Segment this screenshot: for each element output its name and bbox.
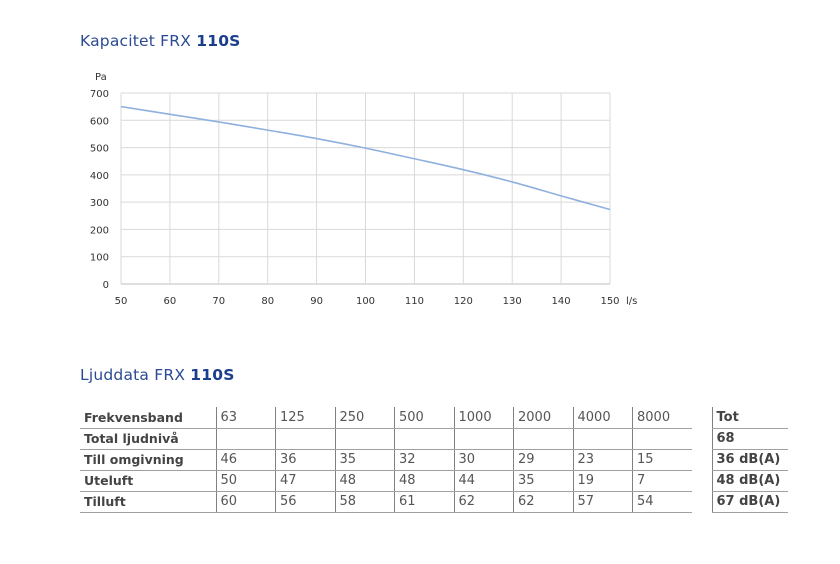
sound-title: Ljuddata FRX 110S <box>80 366 235 384</box>
row-label: Uteluft <box>80 470 216 492</box>
table-gap <box>692 428 712 449</box>
table-cell: 36 <box>275 449 335 471</box>
freq-header: 1000 <box>453 407 514 429</box>
row-total: 68 <box>711 428 788 450</box>
table-cell: 48 <box>394 470 454 492</box>
table-row: Total ljudnivå 68 <box>80 428 788 450</box>
freq-header: 250 <box>334 407 395 429</box>
table-cell: 60 <box>215 491 276 513</box>
table-gap <box>692 449 712 470</box>
frequency-band-header: Frekvensband <box>80 407 216 429</box>
table-cell: 35 <box>334 449 395 471</box>
y-tick-label: 500 <box>90 144 109 155</box>
table-cell <box>513 428 573 450</box>
table-gap <box>692 470 712 491</box>
x-tick-label: 60 <box>164 296 177 307</box>
row-label: Tilluft <box>80 491 216 513</box>
y-tick-label: 300 <box>90 198 109 209</box>
y-tick-label: 700 <box>90 89 109 100</box>
table-cell <box>334 428 395 450</box>
freq-header: 2000 <box>513 407 573 429</box>
table-cell: 57 <box>572 491 633 513</box>
x-tick-label: 50 <box>115 296 128 307</box>
table-row: Tilluft 60 56 58 61 62 62 57 54 67 dB(A) <box>80 491 788 513</box>
y-tick-label: 100 <box>90 253 109 264</box>
table-cell: 54 <box>632 491 692 513</box>
table-cell <box>215 428 276 450</box>
sound-title-model: 110S <box>190 366 235 384</box>
table-cell: 19 <box>572 470 633 492</box>
freq-header: 500 <box>394 407 454 429</box>
y-axis-label: Pa <box>95 72 107 83</box>
table-cell <box>394 428 454 450</box>
table-cell: 7 <box>632 470 692 492</box>
table-cell <box>453 428 514 450</box>
x-tick-label: 150 <box>600 296 619 307</box>
x-axis-label: l/s <box>626 296 637 307</box>
y-tick-label: 0 <box>103 280 109 291</box>
table-gap <box>692 491 712 512</box>
row-total: 36 dB(A) <box>711 449 788 471</box>
table-cell: 32 <box>394 449 454 471</box>
capacity-title: Kapacitet FRX 110S <box>80 32 241 50</box>
table-gap <box>692 407 712 428</box>
x-tick-label: 140 <box>552 296 571 307</box>
freq-header: 4000 <box>572 407 633 429</box>
x-tick-label: 110 <box>405 296 424 307</box>
table-cell: 48 <box>334 470 395 492</box>
y-tick-label: 400 <box>90 171 109 182</box>
table-cell <box>632 428 692 450</box>
x-tick-label: 120 <box>454 296 473 307</box>
table-cell: 35 <box>513 470 573 492</box>
table-cell <box>572 428 633 450</box>
freq-header: 63 <box>215 407 276 429</box>
capacity-chart: 0 100 200 300 400 500 600 700 50 60 70 80 90 100 110 12… <box>90 72 637 307</box>
freq-header: 125 <box>275 407 335 429</box>
table-cell: 15 <box>632 449 692 471</box>
table-cell: 58 <box>334 491 395 513</box>
x-tick-label: 70 <box>212 296 225 307</box>
row-label: Till omgivning <box>80 449 216 471</box>
table-cell: 56 <box>275 491 335 513</box>
table-row: Uteluft 50 47 48 48 44 35 19 7 48 dB(A) <box>80 470 788 492</box>
table-cell: 62 <box>513 491 573 513</box>
x-tick-label: 130 <box>503 296 522 307</box>
table-cell: 50 <box>215 470 276 492</box>
y-tick-label: 600 <box>90 116 109 127</box>
row-label: Total ljudnivå <box>80 428 216 450</box>
table-cell: 46 <box>215 449 276 471</box>
total-header: Tot <box>711 407 788 429</box>
table-header-row: Frekvensband 63 125 250 500 1000 2000 40… <box>80 407 788 429</box>
table-cell: 62 <box>453 491 514 513</box>
sound-title-prefix: Ljuddata FRX <box>80 366 191 384</box>
freq-header: 8000 <box>632 407 692 429</box>
sound-data-table: Frekvensband 63 125 250 500 1000 2000 40… <box>80 407 788 513</box>
capacity-title-prefix: Kapacitet FRX <box>80 32 197 50</box>
table-cell: 61 <box>394 491 454 513</box>
table-row: Till omgivning 46 36 35 32 30 29 23 15 3… <box>80 449 788 471</box>
y-tick-label: 200 <box>90 225 109 236</box>
capacity-title-model: 110S <box>196 32 241 50</box>
x-tick-label: 90 <box>310 296 323 307</box>
row-total: 67 dB(A) <box>711 491 788 513</box>
series-line <box>120 105 611 211</box>
table-cell: 30 <box>453 449 514 471</box>
x-tick-label: 80 <box>261 296 274 307</box>
table-cell: 44 <box>453 470 514 492</box>
table-cell: 23 <box>572 449 633 471</box>
table-cell <box>275 428 335 450</box>
table-cell: 47 <box>275 470 335 492</box>
x-tick-label: 100 <box>356 296 375 307</box>
row-total: 48 dB(A) <box>711 470 788 492</box>
table-cell: 29 <box>513 449 573 471</box>
